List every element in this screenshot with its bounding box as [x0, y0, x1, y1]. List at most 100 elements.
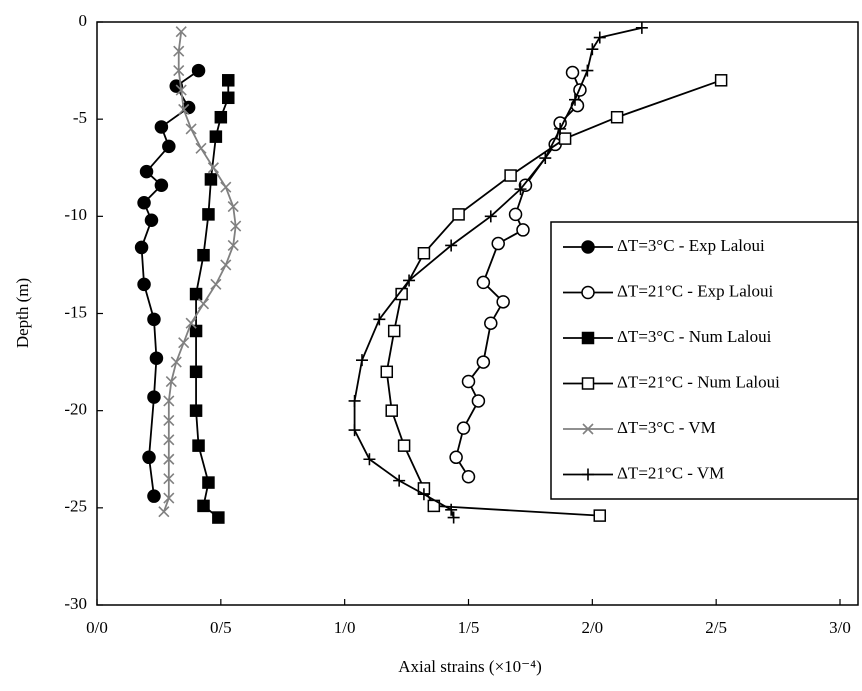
legend-label: ΔT=3°C - Num Laloui — [617, 327, 772, 346]
marker — [139, 164, 154, 179]
marker — [144, 213, 159, 227]
legend-marker — [581, 285, 595, 300]
x-tick-label: 2/0 — [581, 618, 603, 637]
marker — [568, 93, 581, 106]
x-axis-label: Axial strains (×10⁻⁴) — [398, 657, 541, 676]
legend-label: ΔT=21°C - Exp Laloui — [617, 281, 773, 300]
marker — [163, 434, 175, 446]
y-tick-label: -5 — [73, 108, 87, 127]
marker — [163, 395, 175, 407]
legend-label: ΔT=3°C - VM — [617, 418, 716, 437]
marker — [461, 374, 476, 389]
marker — [476, 275, 491, 290]
marker — [163, 453, 175, 465]
marker — [154, 178, 169, 192]
legend-label: ΔT=21°C - VM — [617, 463, 724, 482]
legend-box — [550, 221, 859, 500]
marker — [207, 162, 219, 174]
marker — [348, 394, 361, 407]
marker — [227, 239, 239, 252]
x-tick-label: 3/0 — [829, 618, 851, 637]
legend-marker — [581, 331, 595, 345]
marker — [185, 123, 197, 135]
marker — [397, 439, 411, 452]
marker — [147, 489, 161, 503]
marker — [504, 169, 517, 182]
marker — [518, 178, 533, 192]
legend-marker — [582, 468, 594, 481]
marker — [558, 132, 572, 145]
x-tick-label: 1/5 — [458, 618, 480, 637]
marker — [134, 240, 149, 255]
marker — [214, 110, 228, 124]
legend-marker — [581, 377, 595, 390]
marker — [163, 492, 175, 504]
legend-label: ΔT=21°C - Num Laloui — [617, 372, 780, 391]
y-tick-label: 0 — [79, 11, 88, 30]
marker — [373, 313, 386, 326]
marker — [173, 45, 185, 57]
y-tick-label: -15 — [64, 302, 87, 321]
marker — [202, 476, 215, 489]
marker — [170, 356, 182, 368]
marker — [210, 278, 222, 290]
marker — [163, 473, 175, 485]
y-tick-label: -30 — [64, 594, 87, 613]
marker — [220, 259, 232, 271]
marker — [178, 103, 190, 116]
marker — [220, 181, 232, 193]
marker — [230, 220, 242, 232]
marker — [202, 208, 215, 221]
marker — [586, 43, 599, 56]
marker — [403, 274, 416, 287]
marker — [191, 63, 206, 78]
legend-label: ΔT=3°C - Exp Laloui — [617, 236, 765, 255]
y-tick-label: -20 — [64, 400, 87, 419]
marker — [222, 74, 235, 87]
marker — [565, 65, 580, 80]
marker — [610, 110, 624, 124]
marker — [380, 365, 394, 379]
x-tick-label: 0/0 — [86, 618, 108, 637]
marker — [593, 509, 607, 522]
marker — [356, 354, 369, 367]
marker — [385, 404, 398, 417]
marker — [163, 414, 175, 426]
legend: ΔT=3°C - Exp Laloui ΔT=21°C - Exp Laloui Δ… — [550, 221, 859, 500]
marker — [158, 506, 170, 518]
marker — [387, 324, 401, 338]
series-line — [385, 79, 722, 517]
marker — [165, 375, 177, 388]
marker — [204, 173, 218, 186]
marker — [452, 208, 465, 221]
marker — [484, 316, 498, 330]
x-tick-label: 0/5 — [210, 618, 232, 637]
marker — [514, 183, 527, 196]
marker — [197, 298, 210, 310]
marker — [195, 142, 207, 154]
marker — [484, 210, 497, 223]
marker — [635, 21, 648, 34]
marker — [162, 139, 176, 154]
marker — [593, 31, 606, 44]
marker — [348, 424, 361, 437]
marker — [154, 120, 169, 134]
marker — [147, 312, 161, 327]
marker — [189, 324, 203, 338]
series-line — [140, 69, 200, 497]
series-line — [163, 31, 237, 513]
marker — [178, 337, 190, 349]
marker — [197, 499, 210, 513]
x-tick-label: 1/0 — [334, 618, 356, 637]
marker — [189, 287, 203, 301]
marker — [142, 450, 156, 465]
x-tick-label: 2/5 — [705, 618, 727, 637]
y-tick-label: -10 — [64, 205, 87, 224]
marker — [147, 390, 161, 404]
marker — [185, 317, 197, 329]
marker — [445, 503, 458, 516]
marker — [189, 404, 203, 417]
marker — [222, 91, 235, 105]
marker — [209, 130, 223, 143]
